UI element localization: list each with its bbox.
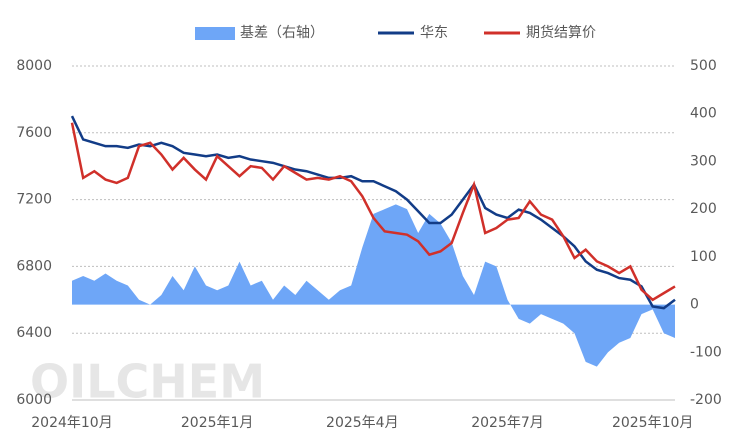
x-tick-label: 2025年10月 xyxy=(612,415,693,431)
basis-area xyxy=(72,204,675,367)
y2-tick-label: 100 xyxy=(690,249,717,265)
legend-label: 华东 xyxy=(420,25,448,41)
legend-label: 基差（右轴） xyxy=(240,24,324,41)
y-tick-label: 7600 xyxy=(16,125,52,141)
y2-tick-label: 200 xyxy=(690,201,717,217)
x-tick-label: 2024年10月 xyxy=(31,415,112,431)
x-tick-label: 2025年4月 xyxy=(326,415,399,431)
legend-swatch xyxy=(195,27,235,40)
price-line xyxy=(70,115,676,310)
y2-tick-label: -100 xyxy=(690,344,722,360)
y-tick-label: 6000 xyxy=(16,392,52,408)
y-tick-label: 6400 xyxy=(16,325,52,341)
y2-tick-label: 0 xyxy=(690,297,699,313)
y2-tick-label: 500 xyxy=(690,58,717,74)
y-tick-label: 8000 xyxy=(16,58,52,74)
y2-tick-label: 300 xyxy=(690,153,717,169)
y-tick-label: 6800 xyxy=(16,258,52,274)
y2-tick-label: -200 xyxy=(690,392,722,408)
x-tick-label: 2025年7月 xyxy=(471,415,544,431)
price-line xyxy=(70,122,676,302)
y2-tick-label: 400 xyxy=(690,106,717,122)
y-tick-label: 7200 xyxy=(16,192,52,208)
x-tick-label: 2025年1月 xyxy=(181,415,254,431)
legend-label: 期货结算价 xyxy=(526,24,596,41)
